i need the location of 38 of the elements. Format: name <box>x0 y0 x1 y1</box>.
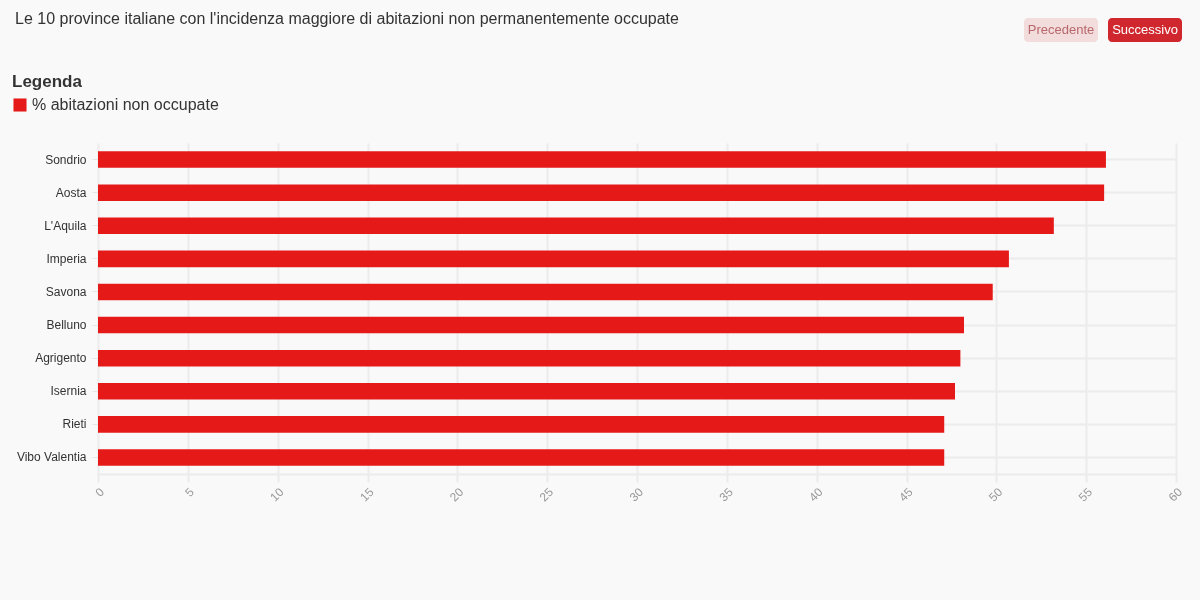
bar <box>98 349 961 367</box>
chart-title: Le 10 province italiane con l'incidenza maggiore di abitazioni non permanentemente occupate <box>15 10 680 27</box>
x-tick-label: 30 <box>626 484 647 505</box>
y-tick-label: Sondrio <box>45 152 87 167</box>
bar <box>98 416 945 433</box>
x-tick-label: 60 <box>1165 484 1186 505</box>
y-tick-label: Savona <box>45 284 87 299</box>
x-tick-label: 55 <box>1075 484 1096 505</box>
legend-label: % abitazioni non occupate <box>32 96 219 113</box>
bar <box>98 250 1009 268</box>
y-tick-label: Imperia <box>46 251 87 266</box>
text: Successivo <box>1112 22 1178 37</box>
x-tick-label: 10 <box>267 484 287 505</box>
y-tick-label: L'Aquila <box>44 218 87 233</box>
y-tick-label: Agrigento <box>35 351 87 366</box>
x-tick-label: 15 <box>357 484 377 505</box>
x-tick-label: 5 <box>182 484 198 500</box>
x-tick-label: 0 <box>92 484 108 500</box>
y-tick-label: Rieti <box>62 417 87 432</box>
bar <box>98 283 993 301</box>
x-tick-label: 20 <box>446 484 467 505</box>
text: Precedente <box>1027 22 1095 37</box>
x-tick-label: 50 <box>985 484 1006 505</box>
x-tick-label: 40 <box>806 484 826 505</box>
x-tick-label: 45 <box>896 484 916 505</box>
bar <box>98 184 1105 201</box>
y-tick-label: Vibo Valentia <box>16 450 87 465</box>
legend-title: Legenda <box>12 72 83 91</box>
bar <box>98 151 1106 168</box>
bar <box>98 382 956 400</box>
y-tick-label: Aosta <box>55 185 87 200</box>
x-tick-label: 35 <box>716 484 737 505</box>
bar <box>98 449 945 466</box>
y-tick-label: Belluno <box>46 318 87 333</box>
x-tick-label: 25 <box>536 484 557 505</box>
bar <box>98 217 1054 235</box>
y-tick-label: Isernia <box>50 384 87 399</box>
bar <box>98 316 964 334</box>
